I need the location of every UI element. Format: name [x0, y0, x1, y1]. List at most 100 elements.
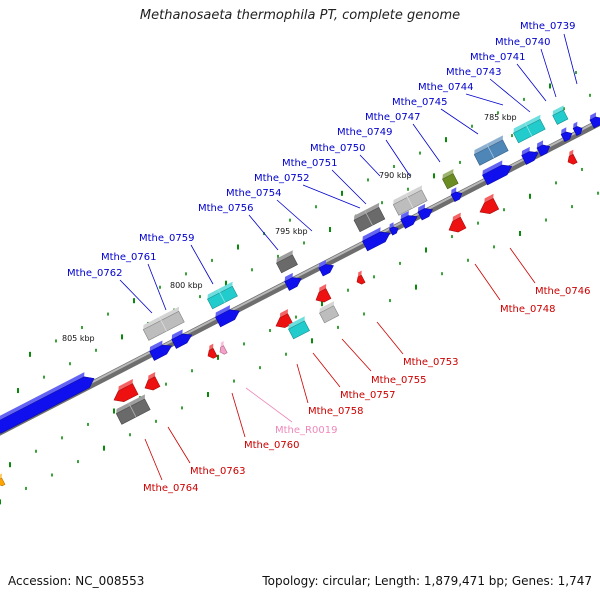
gene-top-face — [149, 340, 163, 352]
gene-feature-38[interactable] — [564, 149, 579, 166]
connector-line-17 — [474, 263, 501, 301]
gene-feature-37[interactable] — [475, 193, 500, 218]
gene-label-mthe-0759[interactable]: Mthe_0759 — [139, 233, 195, 244]
gene-feature-9[interactable] — [416, 202, 434, 221]
connector-line-15 — [119, 279, 153, 314]
gene-label-mthe-0760[interactable]: Mthe_0760 — [244, 440, 300, 451]
gene-divider — [364, 210, 373, 226]
gene-label-mthe-0763[interactable]: Mthe_0763 — [190, 466, 246, 477]
gene-body — [388, 226, 399, 236]
gene-label-mthe-0764[interactable]: Mthe_0764 — [143, 483, 199, 494]
gene-top-face — [482, 160, 503, 176]
gene-body — [276, 254, 298, 274]
gene-label-mthe-0758[interactable]: Mthe_0758 — [308, 406, 364, 417]
gene-top-face — [513, 114, 541, 134]
gene-feature-33[interactable] — [312, 284, 333, 305]
gene-label-mthe-0746[interactable]: Mthe_0746 — [535, 286, 591, 297]
gene-feature-35[interactable] — [353, 270, 367, 286]
gene-feature-7[interactable] — [388, 222, 400, 236]
gene-body — [288, 320, 310, 340]
gene-feature-29[interactable] — [216, 341, 229, 356]
gene-feature-18[interactable] — [206, 281, 240, 310]
gene-feature-21[interactable] — [391, 185, 429, 216]
gene-label-mthe-0762[interactable]: Mthe_0762 — [67, 268, 123, 279]
gene-top-face — [284, 272, 293, 282]
gene-divider — [128, 402, 137, 418]
gene-label-mthe-0743[interactable]: Mthe_0743 — [446, 67, 502, 78]
gene-top-face — [521, 146, 530, 156]
connector-line-20 — [312, 352, 341, 388]
gene-feature-4[interactable] — [283, 271, 304, 291]
gene-feature-3[interactable] — [214, 303, 242, 328]
gene-body — [219, 345, 228, 355]
gene-feature-19[interactable] — [275, 250, 300, 274]
gene-label-mthe-0745[interactable]: Mthe_0745 — [392, 97, 448, 108]
gene-feature-39[interactable] — [0, 473, 7, 487]
gene-top-face — [474, 135, 503, 155]
connector-line-12 — [248, 214, 279, 251]
gene-label-mthe-0761[interactable]: Mthe_0761 — [101, 252, 157, 263]
gene-label-mthe-0757[interactable]: Mthe_0757 — [340, 390, 396, 401]
gene-feature-14[interactable] — [559, 126, 573, 142]
gene-label-mthe-0748[interactable]: Mthe_0748 — [500, 304, 556, 315]
gene-feature-13[interactable] — [535, 139, 552, 157]
gene-label-mthe-0740[interactable]: Mthe_0740 — [495, 37, 551, 48]
gene-feature-26[interactable] — [109, 379, 140, 405]
gene-feature-15[interactable] — [571, 121, 584, 136]
gene-top-face — [442, 168, 454, 180]
gene-body — [149, 344, 173, 361]
gene-label-mthe-0753[interactable]: Mthe_0753 — [403, 357, 459, 368]
connector-line-16 — [509, 247, 536, 284]
gene-feature-36[interactable] — [444, 212, 468, 236]
gene-label-mthe-0752[interactable]: Mthe_0752 — [254, 173, 310, 184]
gene-label-mthe-0749[interactable]: Mthe_0749 — [337, 127, 393, 138]
gene-label-mthe-0750[interactable]: Mthe_0750 — [310, 143, 366, 154]
gene-label-mthe-0747[interactable]: Mthe_0747 — [365, 112, 421, 123]
gene-body — [442, 173, 459, 190]
gene-body — [589, 116, 600, 129]
gene-feature-28[interactable] — [204, 343, 219, 360]
gene-body — [521, 151, 539, 165]
gene-label-mthe-0751[interactable]: Mthe_0751 — [282, 158, 338, 169]
gene-feature-17[interactable] — [141, 306, 186, 341]
gene-body — [144, 376, 161, 391]
gene-feature-11[interactable] — [481, 158, 515, 186]
gene-feature-12[interactable] — [520, 145, 541, 165]
gene-feature-22[interactable] — [441, 168, 461, 190]
gene-feature-2[interactable] — [170, 327, 194, 349]
gene-label-mthe-0756[interactable]: Mthe_0756 — [198, 203, 254, 214]
connector-line-5 — [440, 108, 479, 135]
gene-divider — [158, 316, 167, 332]
gene-top-face — [400, 210, 409, 220]
gene-top-face — [215, 305, 230, 318]
gene-feature-20[interactable] — [352, 202, 387, 233]
gene-feature-32[interactable] — [287, 316, 312, 340]
gene-body — [567, 153, 578, 165]
gene-top-face — [207, 281, 233, 300]
gene-feature-30[interactable] — [114, 394, 152, 425]
gene-label-mthe-0739[interactable]: Mthe_0739 — [520, 21, 576, 32]
gene-label-mthe-r0019[interactable]: Mthe_R0019 — [275, 425, 337, 436]
gene-body — [482, 164, 513, 186]
gene-feature-23[interactable] — [472, 135, 510, 166]
gene-feature-5[interactable] — [317, 258, 335, 277]
gene-body — [479, 198, 500, 214]
gene-feature-10[interactable] — [449, 186, 463, 202]
gene-label-mthe-0754[interactable]: Mthe_0754 — [226, 188, 282, 199]
connector-line-14 — [147, 263, 167, 311]
gene-feature-25[interactable] — [551, 105, 570, 125]
map-title: Methanosaeta thermophila PT, complete ge… — [139, 8, 461, 23]
gene-feature-34[interactable] — [318, 301, 341, 324]
gene-top-face — [318, 259, 327, 269]
gene-feature-24[interactable] — [512, 114, 548, 144]
gene-label-mthe-0744[interactable]: Mthe_0744 — [418, 82, 474, 93]
gene-label-mthe-0741[interactable]: Mthe_0741 — [470, 52, 526, 63]
gene-feature-16[interactable] — [588, 111, 600, 129]
connector-line-3 — [489, 78, 531, 113]
gene-feature-8[interactable] — [399, 209, 420, 229]
gene-label-mthe-0755[interactable]: Mthe_0755 — [371, 375, 427, 386]
gene-feature-0[interactable] — [0, 370, 97, 434]
gene-feature-27[interactable] — [141, 372, 162, 393]
gene-feature-1[interactable] — [148, 338, 174, 361]
gene-feature-6[interactable] — [361, 225, 393, 252]
